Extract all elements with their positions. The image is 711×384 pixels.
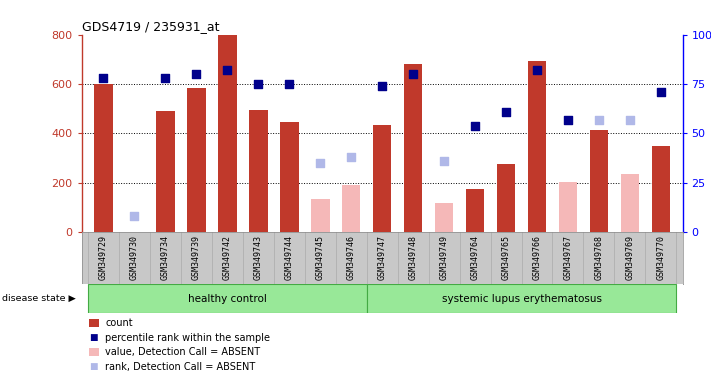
Point bbox=[346, 154, 357, 160]
Text: GSM349747: GSM349747 bbox=[378, 235, 387, 280]
Point bbox=[439, 158, 450, 164]
Bar bbox=[280, 122, 299, 232]
Text: disease state ▶: disease state ▶ bbox=[2, 294, 76, 303]
Text: percentile rank within the sample: percentile rank within the sample bbox=[105, 333, 270, 343]
Text: GSM349734: GSM349734 bbox=[161, 235, 170, 280]
Bar bbox=[373, 125, 392, 232]
Point bbox=[252, 81, 264, 87]
Bar bbox=[466, 189, 484, 232]
Bar bbox=[528, 61, 546, 232]
Bar bbox=[311, 199, 329, 232]
Text: rank, Detection Call = ABSENT: rank, Detection Call = ABSENT bbox=[105, 362, 255, 372]
Text: ■: ■ bbox=[90, 333, 98, 342]
Point bbox=[377, 83, 388, 89]
Bar bbox=[404, 64, 422, 232]
Bar bbox=[218, 35, 237, 232]
Bar bbox=[367, 284, 676, 313]
Point bbox=[222, 67, 233, 73]
Point bbox=[129, 214, 140, 220]
Text: GSM349768: GSM349768 bbox=[594, 235, 604, 280]
Text: GSM349767: GSM349767 bbox=[564, 235, 572, 280]
Text: GSM349729: GSM349729 bbox=[99, 235, 108, 280]
Text: ■: ■ bbox=[90, 362, 98, 371]
Text: GSM349744: GSM349744 bbox=[285, 235, 294, 280]
Point bbox=[562, 116, 574, 122]
Bar bbox=[156, 111, 175, 232]
Point bbox=[501, 109, 512, 115]
Text: systemic lupus erythematosus: systemic lupus erythematosus bbox=[442, 293, 602, 304]
Bar bbox=[249, 110, 267, 232]
Text: GDS4719 / 235931_at: GDS4719 / 235931_at bbox=[82, 20, 219, 33]
Text: GSM349730: GSM349730 bbox=[130, 235, 139, 280]
Bar bbox=[342, 185, 360, 232]
Bar bbox=[559, 182, 577, 232]
Point bbox=[656, 89, 667, 95]
Text: GSM349749: GSM349749 bbox=[439, 235, 449, 280]
Bar bbox=[88, 284, 367, 313]
Bar bbox=[187, 88, 205, 232]
Point bbox=[531, 67, 542, 73]
Text: GSM349745: GSM349745 bbox=[316, 235, 325, 280]
Text: value, Detection Call = ABSENT: value, Detection Call = ABSENT bbox=[105, 347, 260, 357]
Point bbox=[469, 122, 481, 129]
Point bbox=[191, 71, 202, 77]
Bar bbox=[651, 146, 670, 232]
Point bbox=[593, 116, 604, 122]
Bar bbox=[497, 164, 515, 232]
Text: GSM349765: GSM349765 bbox=[501, 235, 510, 280]
Text: GSM349748: GSM349748 bbox=[409, 235, 417, 280]
Text: GSM349769: GSM349769 bbox=[626, 235, 634, 280]
Text: GSM349746: GSM349746 bbox=[347, 235, 356, 280]
Text: GSM349743: GSM349743 bbox=[254, 235, 263, 280]
Text: GSM349770: GSM349770 bbox=[656, 235, 665, 280]
Text: GSM349742: GSM349742 bbox=[223, 235, 232, 280]
Point bbox=[160, 75, 171, 81]
Point bbox=[624, 116, 636, 122]
Text: healthy control: healthy control bbox=[188, 293, 267, 304]
Bar bbox=[435, 203, 454, 232]
Bar bbox=[94, 84, 113, 232]
Text: count: count bbox=[105, 318, 133, 328]
Text: GSM349739: GSM349739 bbox=[192, 235, 201, 280]
Bar bbox=[621, 174, 639, 232]
Text: GSM349764: GSM349764 bbox=[471, 235, 479, 280]
Bar bbox=[589, 130, 608, 232]
Text: GSM349766: GSM349766 bbox=[533, 235, 542, 280]
Point bbox=[314, 160, 326, 166]
Point bbox=[407, 71, 419, 77]
Point bbox=[284, 81, 295, 87]
Point bbox=[97, 75, 109, 81]
